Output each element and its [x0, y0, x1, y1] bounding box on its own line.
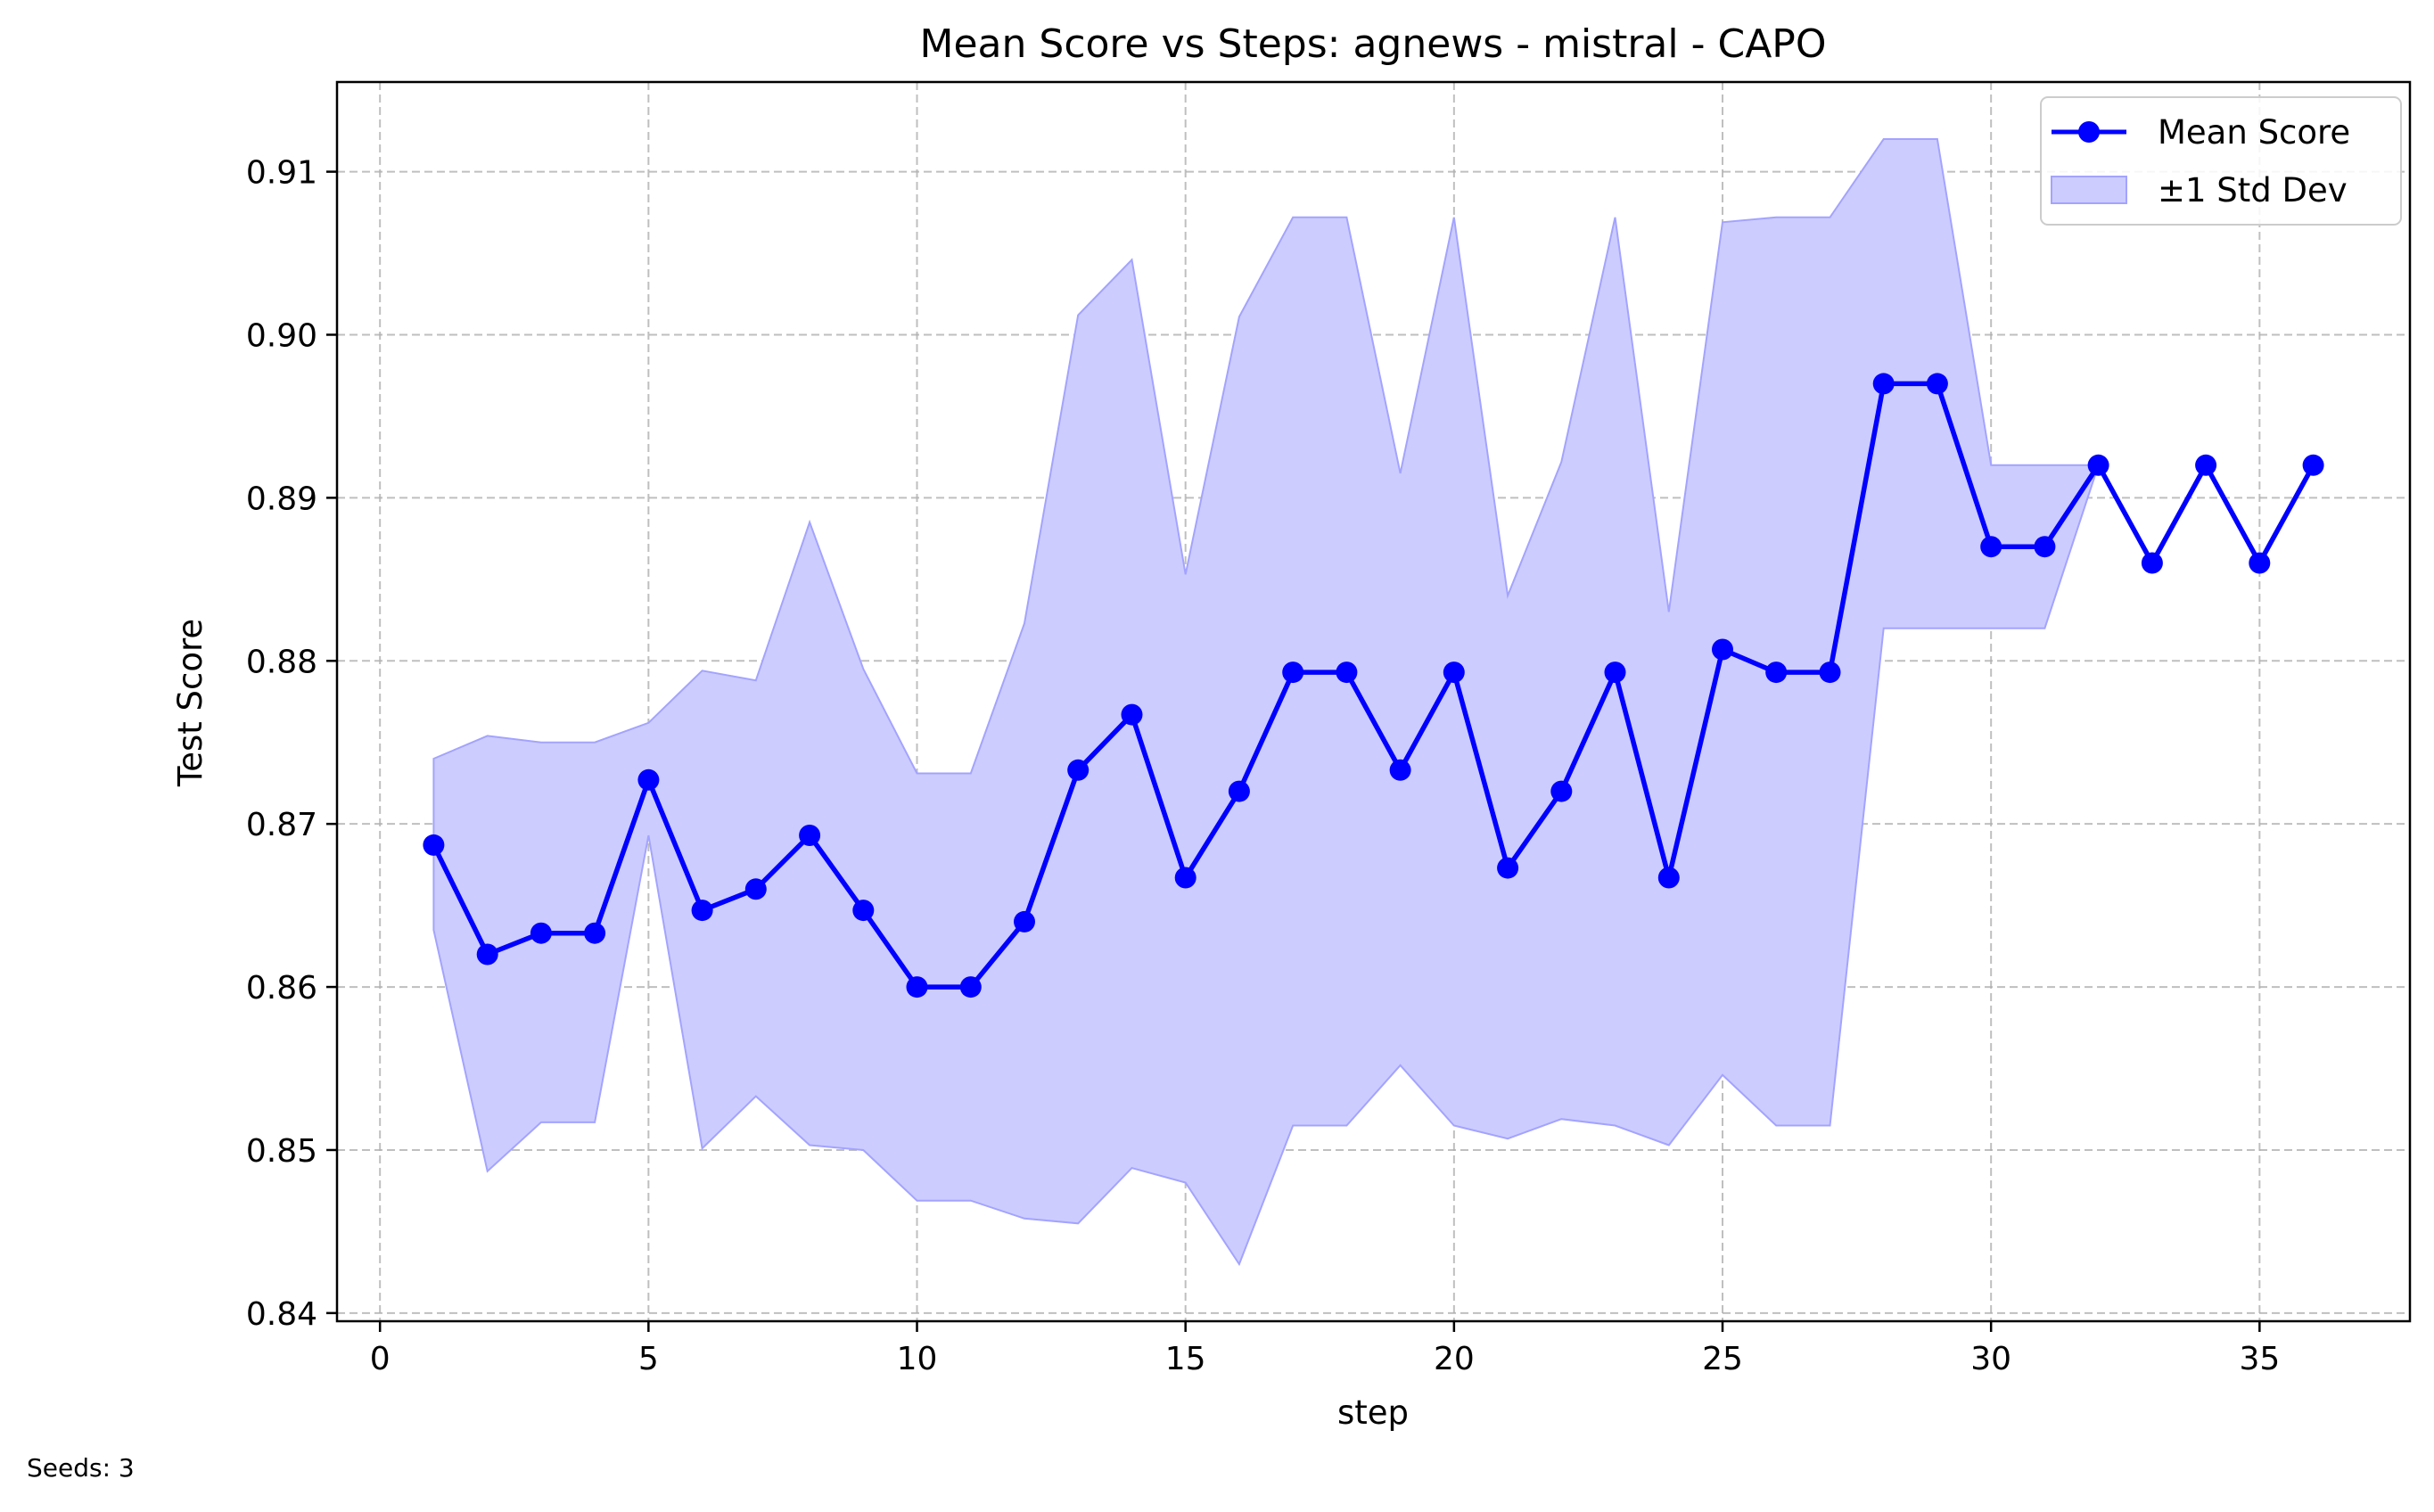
y-tick-label: 0.87	[246, 807, 317, 843]
mean-score-point	[1497, 857, 1519, 879]
mean-score-point	[1872, 373, 1895, 395]
mean-score-point	[1712, 638, 1733, 661]
seeds-note: Seeds: 3	[27, 1453, 135, 1483]
mean-score-point	[1282, 662, 1304, 684]
plot-frame	[335, 80, 2412, 1323]
mean-score-point	[1819, 662, 1841, 684]
y-tick-label: 0.88	[246, 644, 317, 680]
x-tick-label: 25	[1702, 1341, 1743, 1377]
mean-score-point	[2087, 454, 2109, 476]
mean-score-point	[476, 943, 498, 966]
y-tick-label: 0.85	[246, 1133, 317, 1170]
legend-mean-label: Mean Score	[2158, 113, 2350, 152]
mean-score-point	[1926, 373, 1948, 395]
x-axis-label: step	[1337, 1393, 1409, 1432]
mean-score-point	[2249, 552, 2271, 574]
mean-score-point	[1228, 780, 1250, 802]
mean-score-point	[1604, 662, 1626, 684]
y-tick-label: 0.84	[246, 1296, 317, 1333]
legend-mean-marker-swatch	[2078, 121, 2100, 143]
y-axis-label: Test Score	[171, 619, 210, 787]
x-tick-label: 15	[1165, 1341, 1206, 1377]
legend-band-swatch	[2051, 176, 2127, 204]
mean-score-point	[2302, 454, 2324, 476]
mean-score-point	[1657, 867, 1680, 889]
mean-score-point	[1067, 759, 1090, 781]
x-tick-label: 0	[370, 1341, 391, 1377]
mean-score-point	[1389, 759, 1411, 781]
mean-score-point	[2141, 552, 2163, 574]
mean-score-point	[637, 768, 660, 791]
legend-band-label: ±1 Std Dev	[2158, 171, 2348, 210]
x-tick-label: 5	[638, 1341, 659, 1377]
mean-score-point	[1174, 867, 1196, 889]
x-tick-label: 35	[2239, 1341, 2280, 1377]
mean-score-point	[1014, 910, 1035, 933]
mean-score-point	[1980, 536, 2002, 558]
mean-score-point	[530, 922, 552, 944]
x-tick-label: 30	[1970, 1341, 2011, 1377]
legend-box	[2040, 96, 2402, 226]
y-tick-label: 0.90	[246, 317, 317, 354]
mean-score-point	[852, 900, 875, 922]
mean-score-point	[1443, 662, 1465, 684]
legend: Mean Score ±1 Std Dev	[2040, 96, 2402, 226]
mean-score-point	[2195, 454, 2217, 476]
y-tick-label: 0.91	[246, 155, 317, 192]
mean-score-point	[1336, 662, 1358, 684]
mean-score-point	[959, 976, 982, 998]
mean-score-point	[2034, 536, 2056, 558]
mean-score-point	[799, 825, 821, 846]
mean-score-point	[584, 922, 606, 944]
mean-score-point	[744, 878, 767, 900]
mean-score-point	[691, 900, 713, 922]
y-tick-label: 0.89	[246, 481, 317, 517]
chart-title: Mean Score vs Steps: agnews - mistral - …	[920, 21, 1827, 67]
ticks: 0 5 10 15 20 25 30 35 0.84 0.85 0.86 0.87 0.88 0.89 0.…	[246, 155, 2280, 1377]
y-tick-label: 0.86	[246, 970, 317, 1007]
x-tick-label: 20	[1434, 1341, 1475, 1377]
mean-score-layer	[423, 373, 2324, 998]
x-tick-label: 10	[897, 1341, 938, 1377]
mean-score-point	[1550, 780, 1573, 802]
mean-score-point	[1765, 662, 1788, 684]
mean-score-point	[906, 976, 928, 998]
mean-score-point	[423, 834, 445, 856]
mean-score-point	[1121, 703, 1143, 726]
